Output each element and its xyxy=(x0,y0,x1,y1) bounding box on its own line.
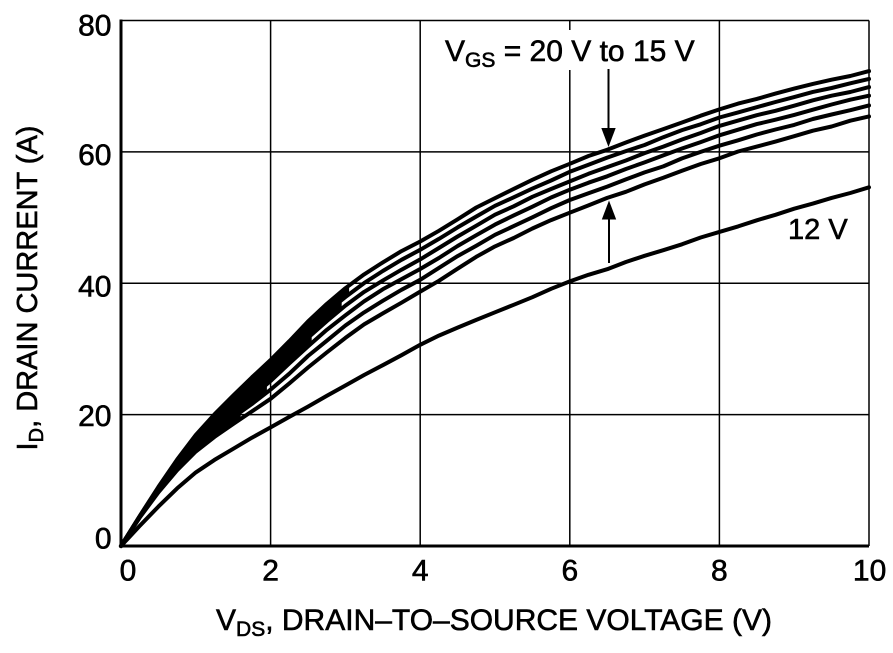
svg-text:VGS = 20 V to 15 V: VGS = 20 V to 15 V xyxy=(445,35,695,72)
svg-text:2: 2 xyxy=(262,554,279,587)
svg-text:0: 0 xyxy=(120,554,137,587)
svg-text:10: 10 xyxy=(853,554,886,587)
svg-text:ID, DRAIN CURRENT (A): ID, DRAIN CURRENT (A) xyxy=(12,126,48,451)
svg-text:60: 60 xyxy=(78,139,111,172)
svg-text:4: 4 xyxy=(412,554,429,587)
svg-text:0: 0 xyxy=(95,523,112,556)
svg-text:12 V: 12 V xyxy=(788,214,848,246)
svg-text:80: 80 xyxy=(78,10,111,43)
svg-text:VDS, DRAIN–TO–SOURCE VOLTAGE (: VDS, DRAIN–TO–SOURCE VOLTAGE (V) xyxy=(216,604,772,641)
svg-text:20: 20 xyxy=(78,400,111,433)
svg-text:8: 8 xyxy=(711,554,728,587)
svg-text:6: 6 xyxy=(561,554,578,587)
svg-text:40: 40 xyxy=(78,270,111,303)
